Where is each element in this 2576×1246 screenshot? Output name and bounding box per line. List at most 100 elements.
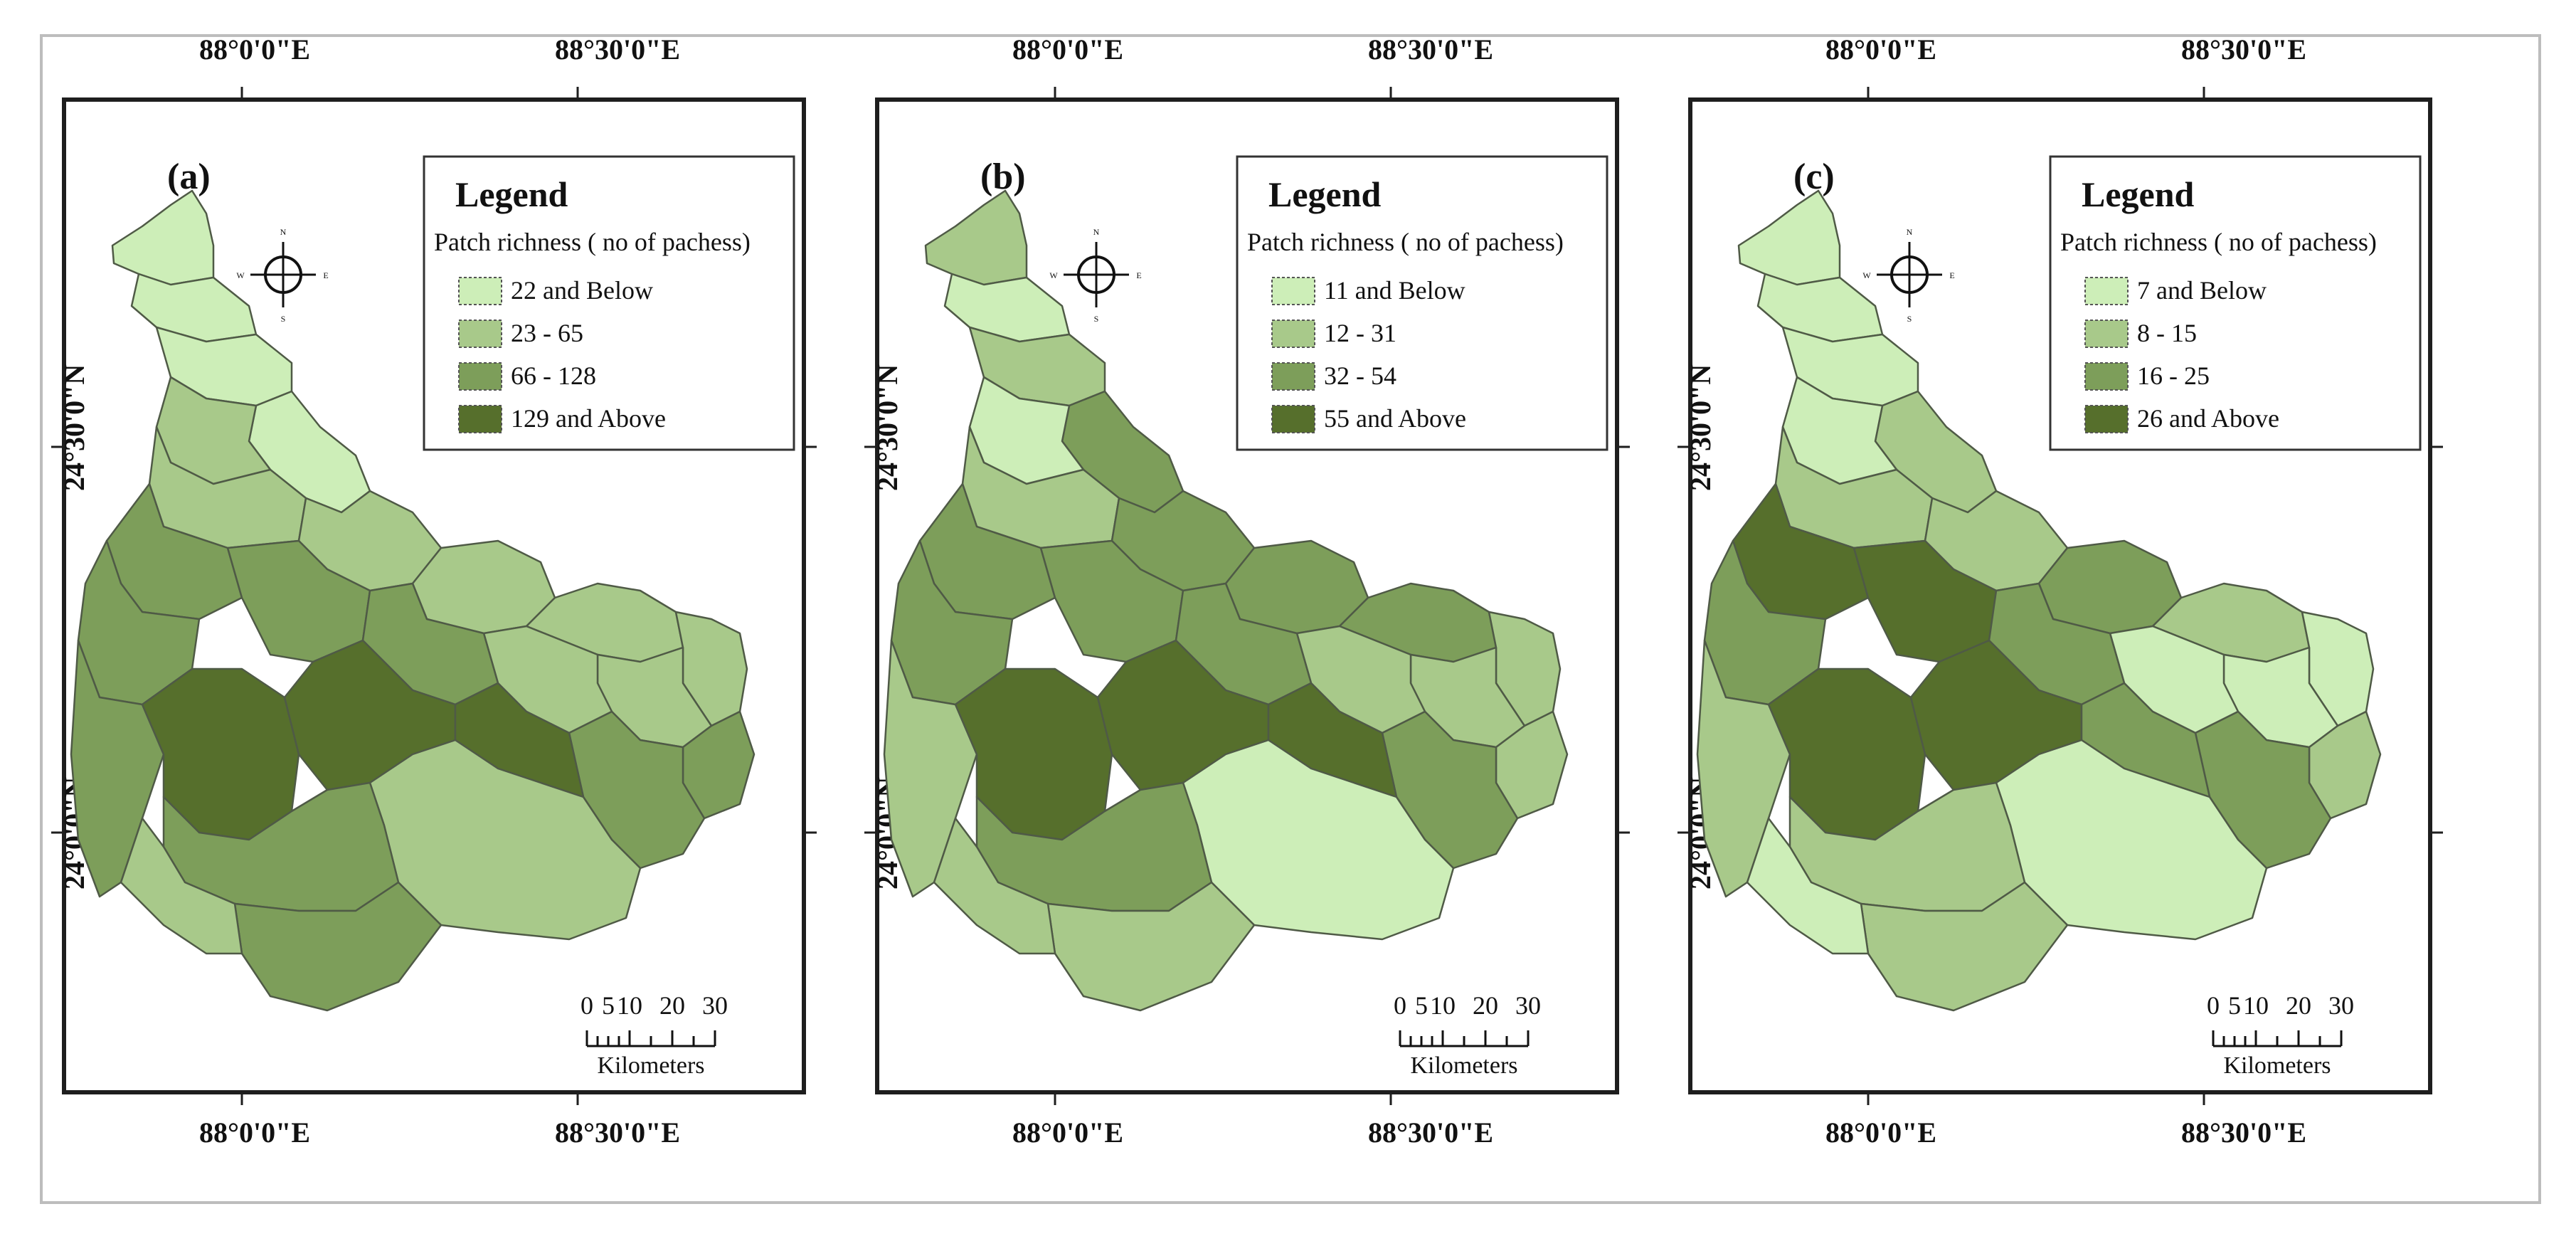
scale-tick-label: 0: [1394, 991, 1406, 1020]
legend-title: Legend: [455, 174, 568, 214]
panels: 88°0'0"E 88°30'0"E 88°0'0"E 88°30'0"E 24°30'…: [51, 33, 2443, 1149]
scale-bar: 0 5 10 20 30 Kilometers: [1394, 991, 1541, 1079]
scale-unit: Kilometers: [1410, 1052, 1517, 1079]
lon-label-top-right: 88°30'0"E: [1368, 33, 1493, 65]
panel-tag: (c): [1793, 157, 1835, 197]
legend-swatch-2: [2084, 320, 2129, 348]
north-arrow-e: E: [1136, 270, 1141, 280]
legend-class-3: 16 - 25: [2137, 361, 2210, 390]
north-arrow-icon: N S E W: [1049, 227, 1141, 324]
legend-title: Legend: [2082, 174, 2195, 214]
legend: Legend Patch richness ( no of pachess) 22 …: [423, 155, 795, 451]
lat-label-upper: 24°30'0"N: [871, 364, 903, 491]
legend-class-2: 8 - 15: [2137, 319, 2197, 347]
scale-tick-label: 20: [2286, 991, 2311, 1020]
district-region-25: [1860, 881, 2069, 1012]
map-panel-a: 88°0'0"E 88°30'0"E 88°0'0"E 88°30'0"E 24°30'…: [51, 33, 817, 1149]
north-arrow-w: W: [236, 270, 245, 280]
lon-label-top-left: 88°0'0"E: [1012, 33, 1123, 65]
scale-tick-label: 10: [617, 991, 642, 1020]
north-arrow-w: W: [1049, 270, 1058, 280]
scale-tick-label: 30: [1515, 991, 1541, 1020]
scale-tick-label: 5: [2228, 991, 2241, 1020]
panel-tag: (a): [167, 157, 211, 197]
legend-swatch-2: [458, 320, 502, 348]
legend-swatch-3: [458, 362, 502, 391]
legend-class-4: 55 and Above: [1324, 404, 1466, 433]
lon-label-bottom-right: 88°30'0"E: [1368, 1116, 1493, 1149]
legend-swatch-1: [458, 277, 502, 305]
district-region-25: [1046, 881, 1256, 1012]
district-regions: [70, 189, 756, 1012]
legend-swatch-2: [1271, 320, 1315, 348]
legend-class-1: 22 and Below: [511, 276, 653, 305]
scale-tick-label: 5: [602, 991, 615, 1020]
legend-swatch-4: [1271, 405, 1315, 433]
scale-unit: Kilometers: [2223, 1052, 2331, 1079]
lon-label-bottom-left: 88°0'0"E: [1012, 1116, 1123, 1149]
district-regions: [883, 189, 1569, 1012]
district-region-1: [111, 189, 215, 286]
legend: Legend Patch richness ( no of pachess) 7 a…: [2049, 155, 2422, 451]
lat-label-upper: 24°30'0"N: [1685, 364, 1717, 491]
legend-class-3: 66 - 128: [511, 361, 596, 390]
district-region-26: [120, 817, 243, 955]
legend-class-3: 32 - 54: [1324, 361, 1396, 390]
legend-swatch-4: [2084, 405, 2129, 433]
north-arrow-s: S: [1094, 314, 1099, 324]
district-region-26: [933, 817, 1056, 955]
legend-class-4: 129 and Above: [511, 404, 666, 433]
legend-class-2: 23 - 65: [511, 319, 583, 347]
panel-tag: (b): [980, 157, 1026, 197]
north-arrow-icon: N S E W: [1862, 227, 1954, 324]
scale-tick-label: 30: [702, 991, 728, 1020]
legend: Legend Patch richness ( no of pachess) 11 …: [1236, 155, 1608, 451]
lon-label-bottom-right: 88°30'0"E: [555, 1116, 680, 1149]
map-panel-b: 88°0'0"E 88°30'0"E 88°0'0"E 88°30'0"E 24°30'…: [864, 33, 1630, 1149]
lon-label-top-right: 88°30'0"E: [2181, 33, 2306, 65]
legend-swatch-3: [2084, 362, 2129, 391]
scale-tick-label: 30: [2328, 991, 2354, 1020]
north-arrow-icon: N S E W: [236, 227, 328, 324]
legend-subtitle: Patch richness ( no of pachess): [434, 228, 751, 256]
legend-subtitle: Patch richness ( no of pachess): [1247, 228, 1564, 256]
district-region-25: [233, 881, 442, 1012]
north-arrow-n: N: [280, 227, 287, 237]
lon-label-top-left: 88°0'0"E: [199, 33, 310, 65]
district-regions: [1696, 189, 2382, 1012]
legend-title: Legend: [1268, 174, 1382, 214]
map-panel-c: 88°0'0"E 88°30'0"E 88°0'0"E 88°30'0"E 24°30'…: [1677, 33, 2443, 1149]
north-arrow-e: E: [1949, 270, 1954, 280]
legend-class-1: 7 and Below: [2137, 276, 2267, 305]
north-arrow-e: E: [323, 270, 328, 280]
north-arrow-s: S: [1907, 314, 1912, 324]
lon-label-top-left: 88°0'0"E: [1825, 33, 1936, 65]
lat-label-upper: 24°30'0"N: [58, 364, 90, 491]
north-arrow-n: N: [1907, 227, 1913, 237]
legend-class-4: 26 and Above: [2137, 404, 2279, 433]
scale-unit: Kilometers: [597, 1052, 704, 1079]
north-arrow-w: W: [1862, 270, 1871, 280]
scale-bar: 0 5 10 20 30 Kilometers: [581, 991, 728, 1079]
scale-tick-label: 20: [659, 991, 685, 1020]
scale-bar: 0 5 10 20 30 Kilometers: [2207, 991, 2354, 1079]
scale-tick-label: 10: [1430, 991, 1456, 1020]
scale-tick-label: 5: [1415, 991, 1428, 1020]
legend-swatch-1: [1271, 277, 1315, 305]
north-arrow-s: S: [281, 314, 286, 324]
scale-tick-label: 20: [1473, 991, 1498, 1020]
scale-tick-label: 0: [581, 991, 593, 1020]
lon-label-top-right: 88°30'0"E: [555, 33, 680, 65]
legend-swatch-1: [2084, 277, 2129, 305]
legend-swatch-3: [1271, 362, 1315, 391]
scale-tick-label: 0: [2207, 991, 2220, 1020]
legend-class-2: 12 - 31: [1324, 319, 1396, 347]
district-region-26: [1746, 817, 1870, 955]
district-region-1: [1737, 189, 1841, 286]
legend-class-1: 11 and Below: [1324, 276, 1465, 305]
district-region-1: [924, 189, 1028, 286]
north-arrow-n: N: [1093, 227, 1100, 237]
legend-swatch-4: [458, 405, 502, 433]
